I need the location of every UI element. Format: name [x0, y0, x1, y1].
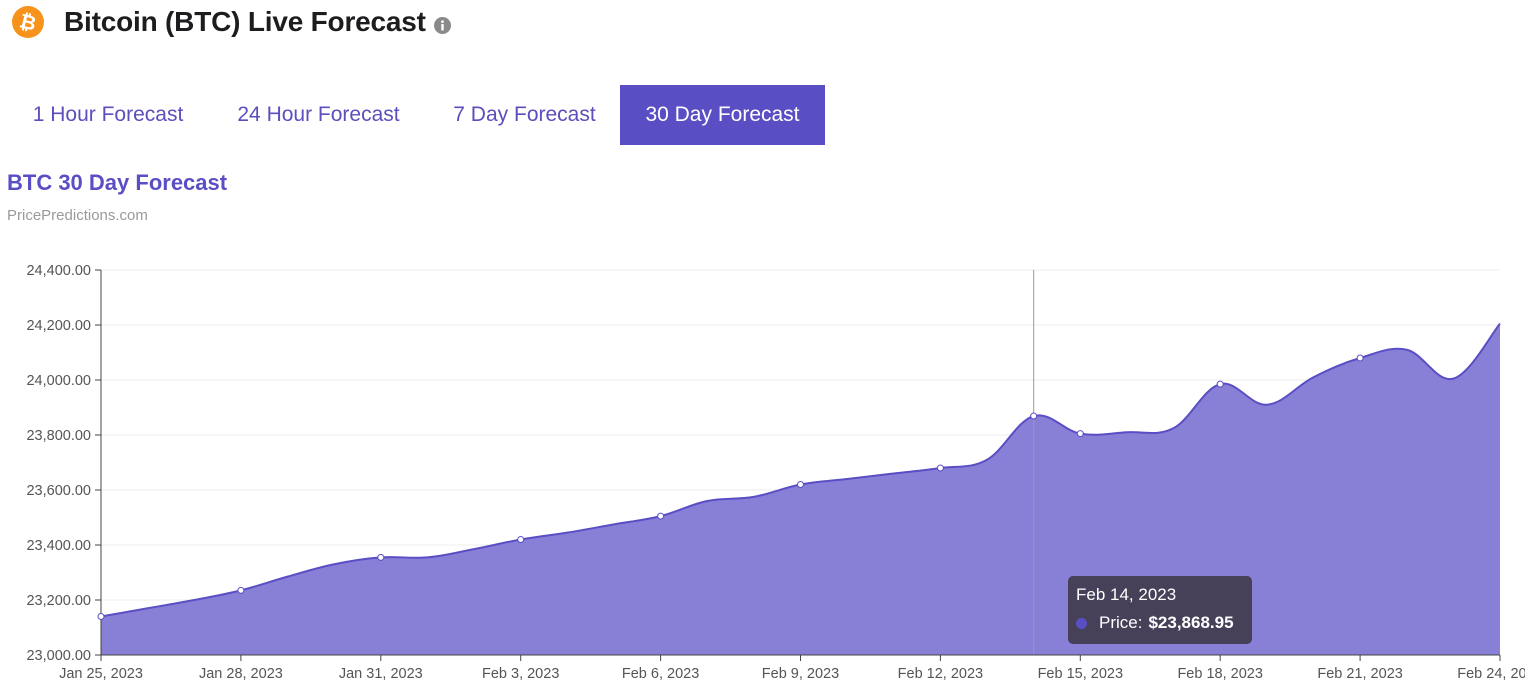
x-tick-label: Feb 9, 2023 — [762, 666, 839, 682]
price-tooltip: Feb 14, 2023 Price: $23,868.95 — [1068, 576, 1252, 644]
y-tick-label: 24,200.00 — [26, 318, 91, 334]
chart-source: PricePredictions.com — [7, 207, 148, 224]
y-tick-label: 23,000.00 — [26, 648, 91, 664]
data-point[interactable] — [1076, 430, 1084, 438]
data-point[interactable] — [97, 613, 105, 620]
chart-title: BTC 30 Day Forecast — [7, 170, 228, 195]
tab-30-day-forecast[interactable]: 30 Day Forecast — [620, 85, 825, 145]
chart-axes — [95, 269, 1501, 661]
price-line — [100, 322, 1501, 618]
price-area — [101, 323, 1500, 655]
y-tick-label: 24,000.00 — [26, 373, 91, 389]
x-tick-label: Feb 24, 2023 — [1457, 666, 1525, 682]
data-point[interactable] — [377, 553, 385, 561]
x-tick-label: Jan 28, 2023 — [199, 666, 283, 682]
series-dot-icon — [1076, 617, 1087, 629]
x-tick-label: Feb 6, 2023 — [622, 666, 699, 682]
page-header: ₿ Bitcoin (BTC) Live Forecast — [12, 4, 451, 40]
x-tick-label: Feb 15, 2023 — [1038, 666, 1123, 682]
data-point[interactable] — [1356, 354, 1364, 362]
y-tick-label: 23,200.00 — [26, 593, 91, 609]
data-point[interactable] — [517, 536, 525, 543]
info-icon[interactable] — [433, 16, 451, 34]
tooltip-price-value: $23,868.95 — [1148, 613, 1234, 632]
x-tick-label: Feb 3, 2023 — [482, 666, 559, 682]
y-tick-label: 23,600.00 — [26, 483, 91, 499]
tooltip-price-label: Price: — [1099, 613, 1143, 632]
tab-7-day-forecast[interactable]: 7 Day Forecast — [453, 103, 596, 126]
y-tick-label: 23,400.00 — [26, 538, 91, 554]
price-chart[interactable]: 23,000.00 23,200.00 23,400.00 23,600.00 23,8… — [0, 250, 1525, 686]
data-point[interactable] — [936, 464, 944, 472]
x-tick-label: Feb 18, 2023 — [1177, 666, 1262, 682]
tab-1-hour-forecast[interactable]: 1 Hour Forecast — [32, 103, 184, 126]
data-point[interactable] — [797, 481, 804, 488]
forecast-tabs: 1 Hour Forecast 24 Hour Forecast 7 Day F… — [8, 85, 825, 145]
x-tick-label: Jan 25, 2023 — [59, 666, 143, 682]
x-tick-label: Feb 21, 2023 — [1317, 666, 1402, 682]
y-tick-label: 24,400.00 — [26, 263, 91, 279]
x-tick-label: Feb 12, 2023 — [898, 666, 983, 682]
data-point[interactable] — [1216, 380, 1224, 388]
tooltip-date: Feb 14, 2023 — [1076, 585, 1177, 604]
data-point[interactable] — [657, 512, 665, 520]
x-axis-labels: Jan 25, 2023 Jan 28, 2023 Jan 31, 2023 Feb … — [59, 666, 1525, 682]
data-point[interactable] — [237, 586, 245, 594]
tab-24-hour-forecast[interactable]: 24 Hour Forecast — [237, 103, 400, 126]
tooltip-price-row: Price: $23,868.95 — [1076, 613, 1252, 633]
y-tick-label: 23,800.00 — [26, 428, 91, 444]
y-axis-labels: 23,000.00 23,200.00 23,400.00 23,600.00 23,8… — [26, 263, 91, 664]
x-tick-label: Jan 31, 2023 — [339, 666, 423, 682]
svg-text:₿: ₿ — [17, 8, 39, 35]
data-point[interactable] — [1030, 412, 1038, 420]
data-points[interactable] — [97, 354, 1364, 620]
page-title: Bitcoin (BTC) Live Forecast — [64, 6, 426, 37]
bitcoin-logo-icon: ₿ — [12, 6, 44, 38]
